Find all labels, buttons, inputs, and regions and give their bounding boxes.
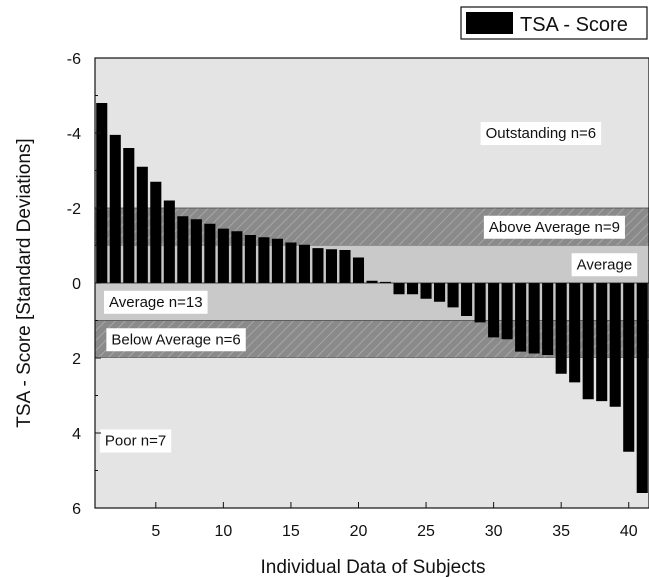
y-tick-label: 4 <box>72 426 81 443</box>
x-tick-label: 40 <box>620 523 638 540</box>
zone-band-poor <box>95 358 649 508</box>
bar-subject-16 <box>298 244 310 283</box>
bar-subject-21 <box>366 280 378 283</box>
bar-subject-23 <box>393 283 405 295</box>
x-tick-label: 10 <box>214 523 232 540</box>
bar-subject-34 <box>542 283 554 355</box>
bar-series <box>96 103 648 493</box>
zone-label-box <box>571 253 638 277</box>
bar-subject-26 <box>434 283 446 302</box>
bar-subject-24 <box>406 283 419 295</box>
zone-label-box <box>99 429 172 453</box>
bar-subject-22 <box>379 281 392 283</box>
bar-subject-41 <box>636 283 648 493</box>
bar-subject-2 <box>109 134 121 283</box>
y-tick-label: 6 <box>72 501 81 518</box>
legend: TSA - Score <box>460 6 648 40</box>
legend-label-tsa-score: TSA - Score <box>520 14 628 36</box>
bar-subject-1 <box>96 103 108 283</box>
zone-label-3: Average n=13 <box>104 290 208 314</box>
zone-label-text: Average <box>577 256 633 273</box>
bar-subject-28 <box>461 283 473 316</box>
bar-subject-33 <box>528 283 540 354</box>
bar-subject-30 <box>488 283 500 338</box>
zone-label-text: Below Average n=6 <box>111 331 240 348</box>
bar-subject-17 <box>312 248 324 283</box>
axes: -6 -4 -2 0 2 4 6 5 10 15 20 25 30 35 40 <box>67 51 649 540</box>
bar-subject-8 <box>190 219 202 283</box>
bar-subject-6 <box>163 200 175 283</box>
bar-subject-12 <box>244 235 256 283</box>
bar-subject-32 <box>515 283 527 352</box>
x-tick-label: 5 <box>151 523 160 540</box>
bar-subject-10 <box>217 228 229 283</box>
legend-swatch-tsa-score <box>466 12 513 34</box>
bar-subject-18 <box>325 249 338 283</box>
bar-subject-20 <box>352 257 365 283</box>
bar-subject-3 <box>123 148 135 283</box>
bar-subject-31 <box>501 283 513 340</box>
x-tick-label: 25 <box>417 523 435 540</box>
zone-label-5: Poor n=7 <box>99 429 172 453</box>
bar-subject-27 <box>447 283 459 308</box>
y-tick-label: -6 <box>67 51 81 68</box>
bar-subject-9 <box>204 223 216 283</box>
y-tick-label: 2 <box>72 351 81 368</box>
zone-label-1: Above Average n=9 <box>483 215 625 239</box>
bar-subject-39 <box>609 283 621 407</box>
x-tick-label: 15 <box>282 523 300 540</box>
zone-label-box <box>483 215 625 239</box>
bar-subject-25 <box>420 283 432 299</box>
zone-label-text: Above Average n=9 <box>489 219 620 236</box>
zone-label-0: Outstanding n=6 <box>480 122 602 145</box>
y-tick-label: 0 <box>72 276 81 293</box>
x-tick-label: 20 <box>350 523 368 540</box>
x-tick-label: 30 <box>485 523 503 540</box>
x-axis-title: Individual Data of Subjects <box>261 557 486 577</box>
y-axis-title: TSA - Score [Standard Deviations] <box>14 138 35 427</box>
bar-subject-38 <box>596 283 608 402</box>
bar-subject-15 <box>285 242 297 283</box>
bar-subject-13 <box>258 237 270 283</box>
zone-label-2: Average <box>571 253 638 277</box>
bar-subject-36 <box>569 283 581 383</box>
bar-subject-11 <box>231 231 243 283</box>
zone-label-box <box>104 290 208 314</box>
y-tick-label: -4 <box>67 126 81 143</box>
bar-subject-5 <box>150 181 162 283</box>
bar-subject-14 <box>271 238 283 283</box>
zone-label-text: Average n=13 <box>109 294 203 311</box>
zone-labels: Outstanding n=6 Above Average n=9 Average A… <box>99 122 638 453</box>
bar-subject-19 <box>339 250 351 283</box>
bar-subject-40 <box>623 283 635 452</box>
zone-label-text: Outstanding n=6 <box>486 125 597 142</box>
bar-subject-35 <box>555 283 567 374</box>
bar-subject-37 <box>582 283 594 400</box>
y-tick-label: -2 <box>67 201 81 218</box>
zone-label-text: Poor n=7 <box>105 433 166 450</box>
zone-label-4: Below Average n=6 <box>106 328 246 352</box>
bar-subject-29 <box>474 283 486 323</box>
zone-label-box <box>106 328 246 352</box>
bar-subject-7 <box>177 216 189 283</box>
bar-subject-4 <box>136 166 148 283</box>
zone-label-box <box>480 122 602 145</box>
x-tick-label: 35 <box>552 523 570 540</box>
